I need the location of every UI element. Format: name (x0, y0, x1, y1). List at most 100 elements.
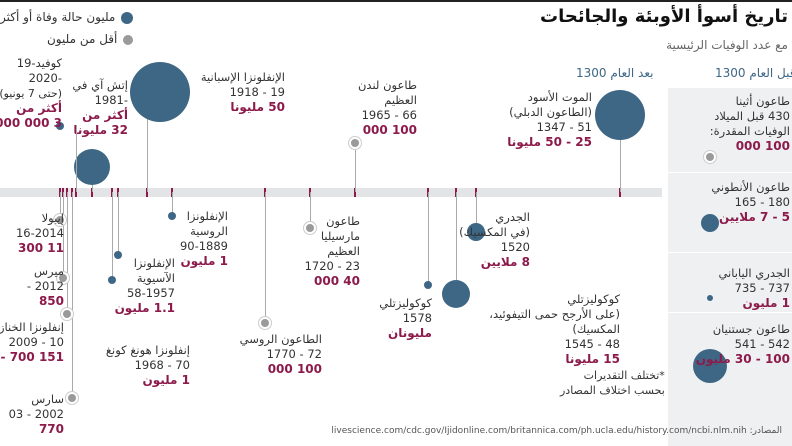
event-dot (74, 149, 110, 185)
event-stem (476, 192, 477, 232)
event-subname: الروسية (190, 224, 228, 238)
event-deaths: 100 000 (735, 139, 790, 153)
event-period: 19 - 1918 (229, 85, 285, 99)
event-label: الإنفلونزا الروسية 90-1889 1 مليون (180, 209, 228, 269)
event-dot (59, 274, 67, 282)
event-period: 2012 - (26, 279, 64, 293)
event-name: الإنفلونزا (133, 256, 175, 270)
event-dot (424, 281, 432, 289)
event-deaths: 3 000 000 (0, 116, 62, 130)
timeline-axis (0, 188, 662, 197)
event-stem (172, 192, 173, 216)
event-period: 90-1889 (179, 239, 228, 253)
event-period: 16-2014 (15, 226, 64, 240)
event-stem (67, 192, 68, 314)
event-period: 72 - 1770 (266, 347, 322, 361)
event-subname: الآسيوية (136, 271, 175, 285)
event-stem (118, 192, 119, 255)
panel-divider (668, 312, 792, 313)
event-label: سارس 2002 - 03 770 (9, 392, 64, 437)
event-extra: أكثر من (16, 101, 62, 115)
event-period: 48 - 1545 (564, 337, 620, 351)
event-stem (63, 192, 64, 278)
event-deaths: 100 - 30 مليون (695, 352, 790, 366)
small-dot-icon (123, 34, 134, 45)
event-extra: أكثر من (82, 108, 128, 122)
event-period: 2002 - 03 (8, 407, 64, 421)
event-tick (75, 188, 77, 197)
event-label: طاعون أثينا 430 قبل الميلاد الوفيات المقدر… (710, 94, 790, 154)
event-note: (حتى 7 يونيو) (0, 87, 62, 100)
event-label: طاعون جستنيان 542 - 541 100 - 30 مليون (696, 322, 790, 367)
event-name: إنفلونزا هونغ كونغ (105, 343, 190, 357)
large-dot-icon (121, 11, 134, 24)
event-deaths: 1 مليون (180, 254, 228, 268)
event-name: الجدري الياباني (718, 266, 790, 280)
event-deaths: 11 300 (18, 241, 64, 255)
event-period: 1520 (500, 240, 530, 254)
event-dot (168, 212, 176, 220)
event-label: ميرس 2012 -850 (27, 264, 64, 309)
event-dot (351, 139, 359, 147)
event-dot (701, 214, 719, 232)
event-stem (147, 92, 148, 192)
legend-small-label: أقل من مليون (46, 32, 118, 46)
event-name: إتش آي في (72, 78, 128, 92)
event-dot (693, 349, 727, 383)
event-deaths: 5 - 7 ملايين (719, 210, 790, 224)
panel-divider (668, 252, 792, 253)
event-period: 70 - 1968 (134, 358, 190, 372)
event-subname: العظيم (327, 244, 360, 258)
event-deaths: 40 000 (314, 274, 360, 288)
event-period: 10 - 2009 (8, 335, 64, 349)
event-label: إتش آي في -1981 أكثر من 32 مليونا (72, 78, 128, 138)
event-name: الموت الأسود (527, 90, 592, 104)
event-stem (112, 192, 113, 280)
event-dot (108, 276, 116, 284)
event-label: كوكوليزتلي (على الأرجح حمى التيفوئيد، المك… (489, 292, 620, 367)
event-name: الجدري (495, 210, 530, 224)
event-name: طاعون (326, 214, 360, 228)
event-subname: مارسيليا (320, 229, 360, 243)
event-tick (91, 188, 93, 197)
event-deaths: 151 700 - 575 400 (0, 350, 64, 364)
page-subtitle: مع عدد الوفيات الرئيسية (666, 38, 788, 52)
event-period: 542 - 541 (734, 337, 790, 351)
event-label: طاعون الأنطوني 180 - 165 5 - 7 ملايين (711, 180, 790, 225)
legend-large-label: مليون حالة وفاة أو أكثر (0, 10, 116, 24)
note-line1: *تختلف التقديرات (583, 369, 665, 382)
sources-line: المصادر: livescience.com/cdc.gov/Ijidonl… (331, 426, 782, 436)
event-name: ميرس (33, 264, 64, 278)
event-stem (456, 192, 457, 294)
event-stem (428, 192, 429, 285)
event-dot (56, 122, 64, 130)
event-deaths: 100 000 (267, 362, 322, 376)
legend-small: أقل من مليون (0, 28, 134, 50)
event-name: الإنفلونزا الإسبانية (200, 70, 285, 84)
note-line2: بحسب اختلاف المصادر (560, 384, 665, 397)
event-period: 737 - 735 (734, 281, 790, 295)
era-after-label: بعد العام 1300 (576, 66, 654, 80)
estimates-note: *تختلف التقديرات بحسب اختلاف المصادر (560, 368, 665, 398)
event-extra: الوفيات المقدرة: (709, 124, 790, 138)
event-name: طاعون أثينا (735, 94, 790, 108)
event-deaths: 15 مليونا (565, 352, 620, 366)
event-dot (706, 153, 714, 161)
event-stem (355, 143, 356, 192)
event-deaths: 32 مليونا (73, 123, 128, 137)
event-stem (76, 126, 77, 192)
event-dot (114, 251, 122, 259)
event-period: 66 - 1965 (361, 108, 417, 122)
event-name: كوكوليزتلي (379, 296, 432, 310)
event-dot (56, 216, 64, 224)
event-stem (620, 115, 621, 192)
event-period: 430 قبل الميلاد (714, 109, 790, 123)
event-dot (595, 90, 645, 140)
event-label: إنفلونزا هونغ كونغ 70 - 1968 1 مليون (106, 343, 190, 388)
event-dot (306, 224, 314, 232)
event-tick (354, 188, 356, 197)
event-deaths: 850 (38, 294, 64, 308)
event-name: سارس (31, 392, 64, 406)
event-dot (442, 280, 470, 308)
